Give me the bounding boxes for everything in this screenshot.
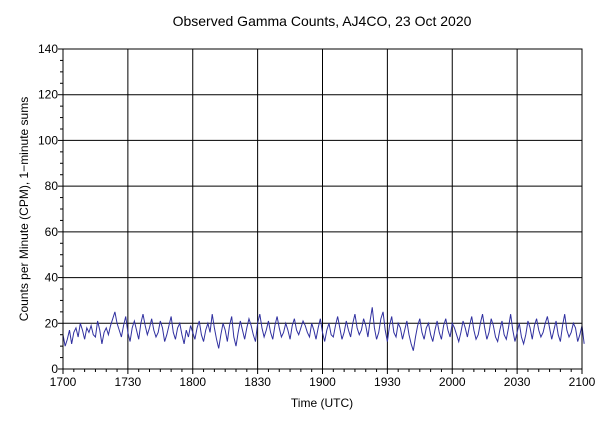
gamma-count-series-line [62,307,585,351]
x-tick-label: 2000 [439,375,466,389]
x-tick-label: 1830 [244,375,271,389]
y-tick-label: 20 [45,316,59,330]
y-tick-label: 0 [51,362,58,376]
y-tick-label: 40 [45,271,59,285]
x-tick-label: 1800 [179,375,206,389]
y-axis-label: Counts per Minute (CPM), 1−minute sums [17,97,31,321]
chart-title: Observed Gamma Counts, AJ4CO, 23 Oct 202… [173,13,472,29]
y-tick-labels: 0 20 40 60 80 100 120 140 [38,42,58,376]
x-tick-labels: 1700 1730 1800 1830 1900 1930 2000 2030 2100 [50,375,596,389]
x-tick-label: 2030 [504,375,531,389]
x-tick-label: 2100 [569,375,596,389]
x-tick-label: 1930 [374,375,401,389]
x-axis-label: Time (UTC) [291,396,353,410]
x-tick-label: 1730 [115,375,142,389]
x-tick-label: 1900 [309,375,336,389]
grid-lines [63,49,582,369]
axis-ticks [58,48,583,374]
y-tick-label: 120 [38,88,58,102]
y-tick-label: 140 [38,42,58,56]
y-tick-label: 100 [38,133,58,147]
y-tick-label: 80 [45,179,59,193]
y-tick-label: 60 [45,225,59,239]
x-tick-label: 1700 [50,375,77,389]
